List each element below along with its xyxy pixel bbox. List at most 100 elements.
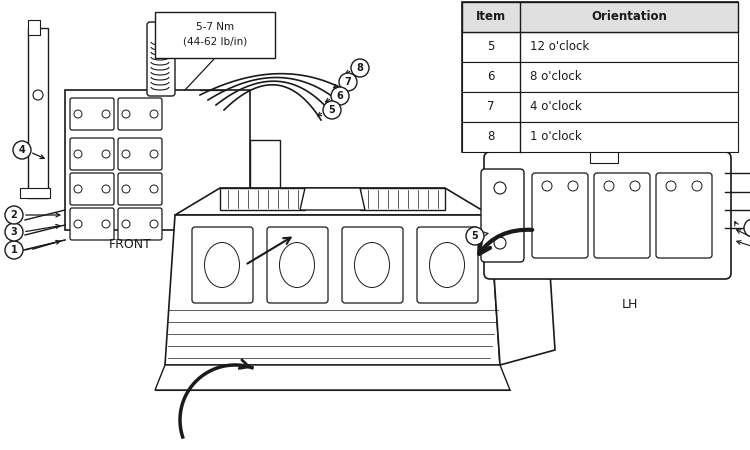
FancyBboxPatch shape — [342, 227, 403, 303]
Text: 6: 6 — [337, 91, 344, 101]
Circle shape — [339, 73, 357, 91]
Bar — [462, 92, 738, 122]
FancyBboxPatch shape — [70, 173, 114, 205]
Polygon shape — [300, 188, 365, 210]
Circle shape — [666, 181, 676, 191]
Polygon shape — [490, 195, 555, 365]
Bar — [462, 32, 738, 62]
Text: FRONT: FRONT — [109, 238, 152, 252]
Text: 7: 7 — [344, 77, 351, 87]
Circle shape — [692, 181, 702, 191]
Circle shape — [568, 181, 578, 191]
Bar — [155, 12, 275, 58]
Text: 1 o'clock: 1 o'clock — [530, 130, 582, 144]
Bar — [28, 28, 48, 198]
Circle shape — [150, 150, 158, 158]
Bar — [250, 140, 280, 200]
Circle shape — [74, 220, 82, 228]
Polygon shape — [175, 188, 490, 215]
Circle shape — [150, 220, 158, 228]
Text: 5: 5 — [328, 105, 335, 115]
Bar — [590, 143, 618, 163]
Text: 6: 6 — [488, 71, 495, 84]
Polygon shape — [360, 188, 445, 210]
Circle shape — [331, 87, 349, 105]
Bar — [20, 188, 50, 198]
FancyBboxPatch shape — [656, 173, 712, 258]
Ellipse shape — [430, 243, 464, 288]
Circle shape — [494, 182, 506, 194]
Circle shape — [102, 220, 110, 228]
Circle shape — [74, 110, 82, 118]
Text: 8: 8 — [488, 130, 495, 144]
FancyBboxPatch shape — [147, 22, 175, 96]
FancyBboxPatch shape — [481, 169, 524, 262]
Circle shape — [744, 219, 750, 237]
Circle shape — [33, 90, 43, 100]
Text: 12 o'clock: 12 o'clock — [530, 40, 590, 54]
Circle shape — [5, 223, 23, 241]
Circle shape — [74, 185, 82, 193]
Text: 3: 3 — [10, 227, 17, 237]
Circle shape — [122, 220, 130, 228]
Bar — [462, 122, 738, 152]
Ellipse shape — [355, 243, 389, 288]
FancyBboxPatch shape — [267, 227, 328, 303]
FancyBboxPatch shape — [192, 227, 253, 303]
Circle shape — [102, 150, 110, 158]
FancyBboxPatch shape — [70, 208, 114, 240]
Text: 5: 5 — [472, 231, 478, 241]
Polygon shape — [165, 215, 500, 365]
Circle shape — [5, 206, 23, 224]
FancyBboxPatch shape — [484, 152, 731, 279]
FancyBboxPatch shape — [417, 227, 478, 303]
Text: 5-7 Nm: 5-7 Nm — [196, 22, 234, 32]
Text: 7: 7 — [488, 100, 495, 113]
FancyBboxPatch shape — [70, 98, 114, 130]
Circle shape — [13, 141, 31, 159]
Circle shape — [74, 150, 82, 158]
FancyBboxPatch shape — [70, 138, 114, 170]
Text: 5: 5 — [488, 40, 495, 54]
Circle shape — [122, 185, 130, 193]
Text: Orientation: Orientation — [591, 10, 667, 23]
FancyBboxPatch shape — [532, 173, 588, 258]
Text: 4 o'clock: 4 o'clock — [530, 100, 582, 113]
Text: 8 o'clock: 8 o'clock — [530, 71, 582, 84]
Circle shape — [122, 110, 130, 118]
Ellipse shape — [205, 243, 239, 288]
Circle shape — [466, 227, 484, 245]
Ellipse shape — [280, 243, 314, 288]
Bar — [28, 20, 40, 35]
Text: LH: LH — [622, 298, 638, 311]
FancyBboxPatch shape — [118, 173, 162, 205]
Bar — [65, 90, 250, 230]
Circle shape — [102, 185, 110, 193]
FancyBboxPatch shape — [118, 138, 162, 170]
Polygon shape — [220, 188, 305, 210]
Circle shape — [323, 101, 341, 119]
Circle shape — [494, 237, 506, 249]
Bar — [462, 2, 738, 152]
Text: (44-62 lb/in): (44-62 lb/in) — [183, 37, 248, 47]
Text: 4: 4 — [19, 145, 26, 155]
Text: 8: 8 — [356, 63, 364, 73]
Polygon shape — [155, 365, 510, 390]
Circle shape — [5, 241, 23, 259]
Circle shape — [150, 110, 158, 118]
Bar — [462, 2, 738, 32]
Text: 1: 1 — [10, 245, 17, 255]
Circle shape — [630, 181, 640, 191]
Bar — [462, 62, 738, 92]
FancyBboxPatch shape — [594, 173, 650, 258]
Circle shape — [604, 181, 614, 191]
Text: Item: Item — [476, 10, 506, 23]
FancyBboxPatch shape — [118, 208, 162, 240]
Circle shape — [351, 59, 369, 77]
Circle shape — [150, 185, 158, 193]
Circle shape — [542, 181, 552, 191]
Circle shape — [102, 110, 110, 118]
FancyBboxPatch shape — [118, 98, 162, 130]
Circle shape — [122, 150, 130, 158]
Text: 2: 2 — [10, 210, 17, 220]
